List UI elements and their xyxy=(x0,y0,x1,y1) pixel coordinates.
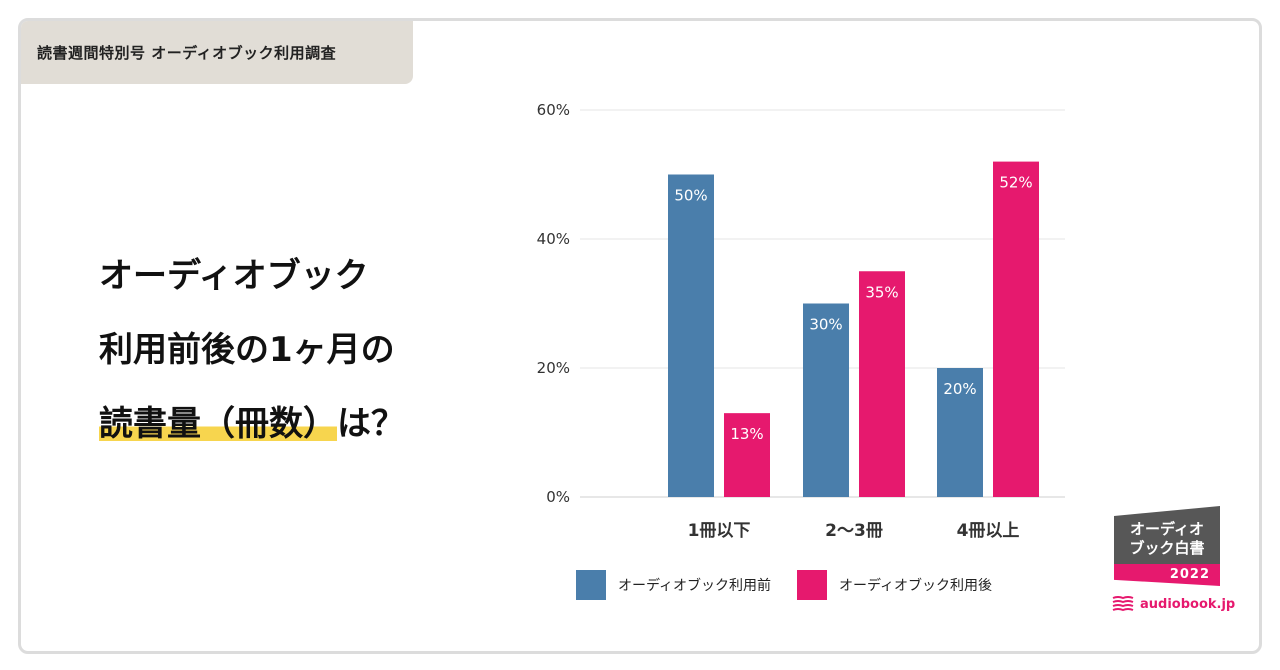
data-label-after-1: 35% xyxy=(865,283,898,301)
headline-highlight: 読書量（冊数） xyxy=(99,404,337,444)
badge-title-line-2: ブック白書 xyxy=(1129,539,1205,557)
headline-question: は？ xyxy=(337,404,405,444)
y-tick-label-40: 40% xyxy=(537,230,570,248)
y-tick-label-60: 60% xyxy=(537,101,570,119)
badge-title-line-1: オーディオ xyxy=(1130,520,1204,538)
x-tick-label-0: 1冊以下 xyxy=(688,521,751,541)
data-label-before-2: 20% xyxy=(943,380,976,398)
y-tick-label-20: 20% xyxy=(537,359,570,377)
chart-legend: オーディオブック利用前 オーディオブック利用後 xyxy=(576,570,992,600)
data-label-before-1: 30% xyxy=(809,316,842,334)
bar-before-2 xyxy=(937,368,983,497)
headline-line-1: オーディオブック xyxy=(99,256,369,296)
bar-after-0 xyxy=(724,413,770,497)
brand-name: audiobook.jp xyxy=(1140,596,1236,612)
data-label-after-0: 13% xyxy=(730,425,763,443)
legend-swatch-after xyxy=(797,570,828,600)
bar-before-0 xyxy=(668,174,714,497)
whitepaper-badge: オーディオ ブック白書 2022 xyxy=(1114,506,1220,586)
legend-item-before: オーディオブック利用前 xyxy=(576,570,771,600)
book-icon xyxy=(1112,596,1134,612)
x-tick-label-1: 2〜3冊 xyxy=(825,521,883,541)
headline-line-2: 利用前後の1ヶ月の xyxy=(99,330,395,370)
legend-item-after: オーディオブック利用後 xyxy=(797,570,992,600)
data-label-before-0: 50% xyxy=(674,187,707,205)
report-card: 読書週間特別号 オーディオブック利用調査 オーディオブック 利用前後の1ヶ月の … xyxy=(18,18,1262,654)
bar-before-1 xyxy=(803,303,849,497)
legend-label-after: オーディオブック利用後 xyxy=(839,578,993,594)
headline: オーディオブック 利用前後の1ヶ月の 読書量（冊数） は？ xyxy=(99,239,519,461)
brand-logo: audiobook.jp xyxy=(1112,596,1235,612)
data-label-after-2: 52% xyxy=(999,174,1032,192)
report-tag: 読書週間特別号 オーディオブック利用調査 xyxy=(21,21,413,84)
headline-line-3: 読書量（冊数） は？ xyxy=(99,387,519,461)
x-tick-label-2: 4冊以上 xyxy=(957,521,1020,541)
bar-after-2 xyxy=(993,161,1039,497)
badge-year: 2022 xyxy=(1114,564,1220,586)
bar-after-1 xyxy=(859,271,905,497)
badge-title: オーディオ ブック白書 xyxy=(1114,506,1220,564)
legend-label-before: オーディオブック利用前 xyxy=(618,578,772,594)
y-tick-label-0: 0% xyxy=(546,488,570,506)
legend-swatch-before xyxy=(576,570,606,600)
